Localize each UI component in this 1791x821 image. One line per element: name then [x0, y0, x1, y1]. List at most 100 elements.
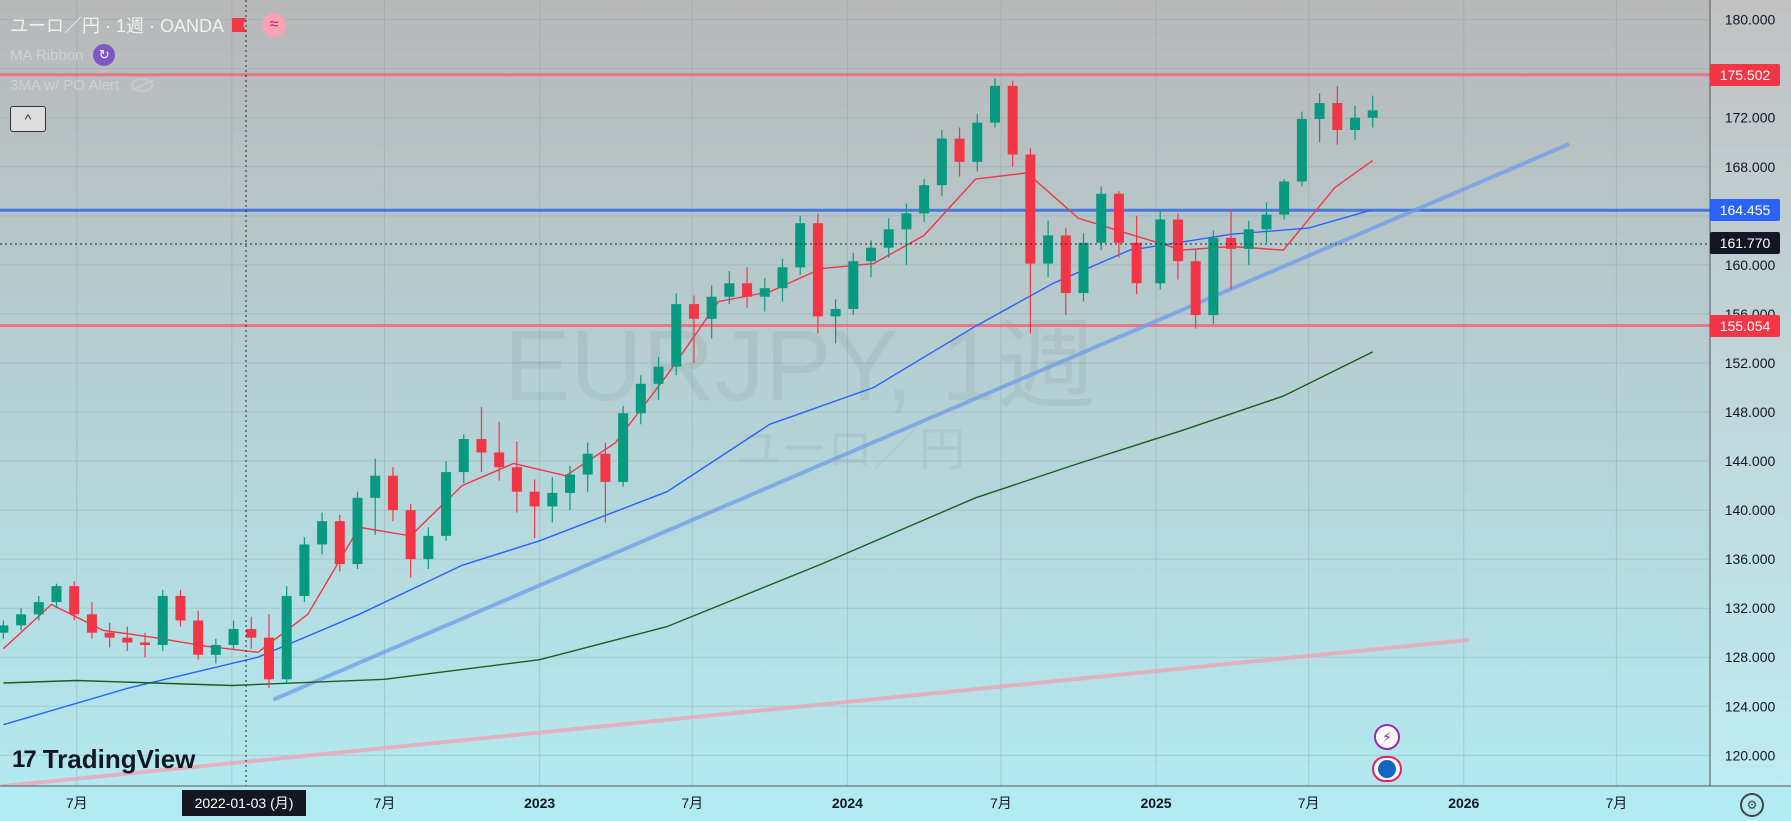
candle-body — [1025, 154, 1036, 264]
legend: ユーロ／円 · 1週 · OANDA ≈ MA Ribbon ↻ 3MA w/ … — [10, 10, 287, 132]
candle-body — [1096, 193, 1107, 243]
time-tick-label: 7月 — [374, 795, 396, 811]
candle-body — [1296, 118, 1307, 182]
time-tick-label: 2023 — [524, 795, 555, 811]
candle-body — [989, 85, 1000, 123]
candle-body — [1367, 110, 1378, 118]
flag-icon[interactable] — [232, 18, 247, 32]
price-tick-label: 152.000 — [1725, 355, 1776, 371]
candle-body — [228, 629, 239, 645]
price-tag: 164.455 — [1710, 199, 1780, 222]
reload-icon[interactable]: ↻ — [93, 44, 116, 66]
candle-body — [458, 438, 469, 473]
candle-body — [759, 288, 770, 297]
candle-body — [883, 229, 894, 248]
price-tag: 175.502 — [1710, 63, 1780, 86]
candle-body — [370, 475, 381, 498]
candle-body — [742, 283, 753, 297]
candle-body — [140, 642, 151, 645]
candle-body — [441, 472, 452, 536]
candle-body — [777, 267, 788, 289]
candle-body — [1007, 85, 1018, 155]
hidden-eye-icon[interactable] — [131, 78, 154, 92]
candle-body — [1261, 214, 1272, 230]
price-tick-label: 140.000 — [1725, 502, 1776, 518]
candle-body — [529, 491, 540, 507]
price-axis-background[interactable] — [1710, 0, 1791, 786]
candle-body — [104, 632, 115, 638]
candle-body — [936, 138, 947, 186]
candle-body — [263, 637, 274, 680]
collapse-legend-button[interactable]: ^ — [10, 106, 46, 132]
tradingview-logo[interactable]: 17 TradingView — [12, 744, 195, 775]
candle-body — [33, 602, 44, 615]
candle-body — [122, 637, 133, 643]
candle-body — [1226, 237, 1237, 249]
time-tick-label: 7月 — [990, 795, 1012, 811]
candle-body — [582, 453, 593, 475]
candle-body — [193, 620, 204, 655]
candle-body — [1155, 219, 1166, 284]
candle-body — [1078, 242, 1089, 294]
tradingview-wordmark: TradingView — [42, 744, 196, 774]
indicator-3ma-po-alert[interactable]: 3MA w/ PO Alert — [10, 76, 120, 94]
candles — [0, 78, 1378, 688]
price-tick-label: 144.000 — [1725, 453, 1776, 469]
candle-body — [547, 492, 558, 507]
price-tick-label: 120.000 — [1725, 747, 1776, 763]
candle-body — [1314, 103, 1325, 119]
trendline-trendline — [272, 142, 1570, 701]
time-tick-label: 7月 — [1606, 795, 1628, 811]
candle-body — [494, 452, 505, 468]
candle-body — [795, 223, 806, 268]
candle-body — [671, 304, 682, 367]
series-ma_mid — [3, 209, 1373, 726]
time-tick-label: 7月 — [1298, 795, 1320, 811]
trendline-lower_trend — [1, 638, 1470, 788]
indicator-ma-ribbon[interactable]: MA Ribbon — [10, 46, 84, 64]
price-tick-label: 136.000 — [1725, 551, 1776, 567]
trendlines[interactable] — [1, 142, 1570, 788]
watermark-name: ユーロ／円 — [735, 423, 965, 475]
candle-body — [1190, 261, 1201, 316]
candle-body — [866, 247, 877, 262]
wave-icon[interactable]: ≈ — [262, 13, 287, 37]
tradingview-mark-icon: 17 — [12, 745, 37, 773]
globe-icon — [1378, 760, 1396, 778]
candle-body — [848, 261, 859, 310]
settings-gear-icon[interactable]: ⚙ — [1740, 793, 1764, 817]
candle-body — [281, 595, 292, 680]
candle-body — [901, 213, 912, 230]
candle-body — [618, 413, 629, 482]
candle-body — [1131, 242, 1142, 284]
price-tag: 155.054 — [1710, 314, 1780, 337]
horizontal-levels[interactable] — [0, 73, 1710, 328]
candle-body — [724, 283, 735, 297]
flash-icon[interactable]: ⚡ — [1374, 724, 1400, 750]
candle-body — [334, 521, 345, 565]
candle-body — [476, 438, 487, 453]
time-tick-label: 2024 — [832, 795, 863, 811]
candle-body — [387, 475, 398, 511]
candle-body — [69, 586, 80, 615]
candle-body — [175, 595, 186, 621]
candle-body — [405, 510, 416, 560]
candle-body — [653, 366, 664, 384]
candle-body — [511, 467, 522, 492]
symbol-title[interactable]: ユーロ／円 · 1週 · OANDA — [10, 16, 225, 36]
candle-body — [210, 644, 221, 655]
candle-body — [86, 614, 97, 633]
price-tick-label: 168.000 — [1725, 159, 1776, 175]
grid — [0, 0, 1710, 786]
candle-body — [1060, 235, 1071, 294]
candle-body — [1113, 193, 1124, 243]
candle-body — [635, 383, 646, 414]
economic-event-icon[interactable] — [1372, 756, 1402, 782]
candle-body — [919, 185, 930, 214]
candle-body — [830, 309, 841, 317]
watermark-symbol: EURJPY, 1週 — [504, 310, 1097, 422]
candle-body — [157, 595, 168, 645]
time-tick-label: 7月 — [66, 795, 88, 811]
